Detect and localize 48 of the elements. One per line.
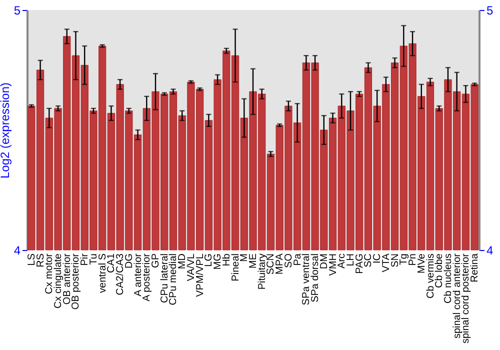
x-tick-label: SO [283, 253, 294, 268]
x-tick-label: DM [318, 254, 330, 270]
x-tick-label: MVe [416, 253, 428, 274]
x-tick-label: Pir [80, 252, 91, 266]
x-tick-label: SCN [266, 254, 277, 275]
x-tick-label: CPu medial [168, 254, 180, 306]
x-tick-label: spinal cord anterior [452, 252, 463, 339]
x-tick-label: Pituitary [256, 254, 268, 290]
x-tick-label: Tg [398, 254, 410, 266]
x-tick-label: CA2/CA3 [115, 253, 126, 296]
x-tick-label: LS [26, 253, 38, 266]
x-tick-label: LG [204, 253, 215, 267]
x-tick-label: PAG [354, 253, 366, 274]
x-tick-label: VA/VL [186, 253, 197, 282]
x-tick-label: OB posterior [70, 252, 82, 310]
x-tick-label: ME [248, 253, 259, 268]
x-tick-label: Arc [336, 254, 348, 268]
x-tick-label: IC [372, 254, 384, 264]
x-tick-label: ventral S [97, 253, 108, 293]
x-tick-label: Cx cingulate [53, 253, 64, 309]
y2-tick-label: 5 [486, 4, 494, 18]
x-tick-label: SC [363, 254, 374, 268]
x-tick-label: SPa dorsal [310, 254, 322, 302]
x-tick-label: M [239, 254, 250, 262]
x-tick-label: Pa [292, 253, 304, 266]
x-tick-label: VPM/VPL [194, 253, 206, 297]
x-tick-label: Hb [221, 253, 232, 266]
x-tick-label: A anterior [132, 252, 144, 296]
x-tick-label: GP [150, 253, 162, 268]
x-tick-label: VMH [328, 254, 339, 276]
x-tick-label: Tu [88, 254, 100, 265]
x-tick-label: SN [390, 254, 401, 268]
x-tick-label: DG [124, 253, 135, 268]
x-tick-label: RS [35, 253, 46, 268]
x-tick-label: Cb lobe [434, 253, 446, 288]
x-tick-label: MPA [274, 253, 286, 274]
x-tick-label: Cb nucleus [442, 254, 454, 304]
x-tick-label: OB anterior [62, 252, 73, 305]
x-tick-label: Pineal [230, 254, 242, 282]
y2-tick-label: 4 [486, 244, 494, 258]
x-tick-label: VTA [380, 253, 392, 272]
x-tick-label: A posterior [142, 252, 153, 302]
x-tick-label: CA1 [106, 253, 118, 273]
x-tick-label: spinal cord posterior [460, 252, 472, 344]
y-axis-title: Log2 (expression) [0, 82, 12, 179]
x-tick-label: LH [345, 254, 356, 266]
x-tick-label: Retina [470, 253, 481, 282]
x-tick-label: Pn [408, 254, 419, 266]
